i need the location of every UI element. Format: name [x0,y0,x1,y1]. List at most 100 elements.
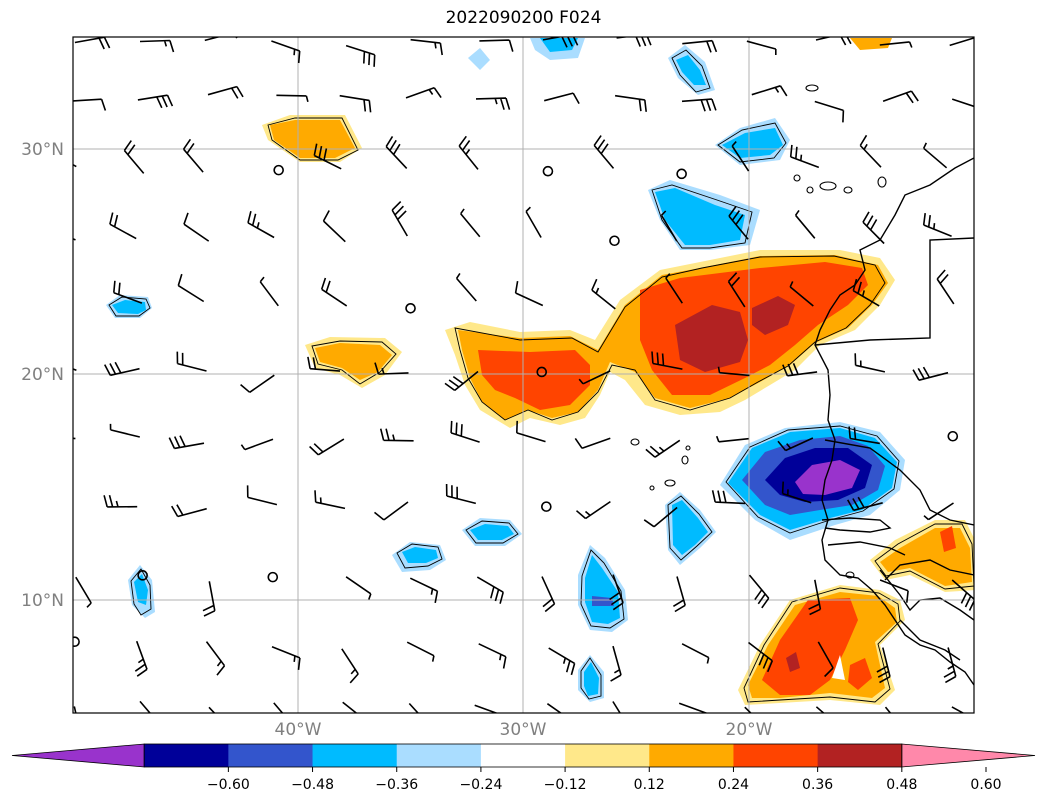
lon-label-20w: 20°W [726,720,773,740]
wind-barb [514,280,544,307]
lat-labels: 30°N 20°N 10°N [21,140,64,611]
wind-barb [103,361,140,377]
calm-circle [536,366,548,378]
wind-barb [171,504,207,518]
wind-barb [445,483,476,505]
wind-barb [951,579,974,611]
wind-barb [271,40,301,64]
lat-label-20n: 20°N [21,365,64,385]
wind-barb [408,702,420,713]
wind-barb [75,576,92,608]
wind-barb [879,41,913,48]
wind-barb [208,706,216,713]
wind-barb [176,351,207,372]
anomaly-w-negative-2-core [134,574,148,605]
wind-barb [682,39,718,53]
wind-barb [859,134,882,168]
wind-barb [246,485,278,506]
map-fields [73,37,974,713]
wind-barb [374,362,409,375]
calm-circle [676,168,687,180]
lon-label-30w: 30°W [500,720,547,740]
wind-barb [342,701,358,713]
wind-barb [777,437,814,452]
calm-circle [541,501,552,512]
colorbar-segment [144,744,229,767]
wind-barb [450,420,480,443]
wind-barb [207,85,244,99]
colorbar-segment [565,744,650,767]
wind-barb [715,435,749,443]
wind-barb [205,641,226,676]
wind-barb [406,641,435,662]
wind-barb [660,210,678,242]
wind-barb [781,481,812,504]
colorbar-segment [228,744,314,767]
wind-barb [936,269,955,305]
colorbar-segment [312,744,398,767]
wind-barb [678,702,708,713]
islands [630,84,887,579]
map-title: 2022090200 F024 [445,8,602,28]
colorbar: −0.60 −0.48 −0.36 −0.24 −0.12 0.12 0.24 0.36 0.4… [11,743,1036,793]
anomaly-band-positive-max [675,305,748,372]
wind-barb [183,212,210,242]
anomaly-m-negative-1-core [470,524,514,540]
wind-barb [409,577,439,604]
anomaly-se-positive-high [762,598,858,695]
wind-barb [543,92,580,104]
colorbar-tick-label: 0.24 [718,777,749,793]
wind-barb [202,581,216,617]
wind-barb [643,506,678,528]
wind-barb [405,86,442,99]
colorbar-tick-label: −0.60 [207,777,250,793]
wind-barb [923,502,954,521]
anomaly-n-negative-4-core [540,38,578,52]
wind-barb [711,490,746,505]
wind-barb [391,201,408,237]
wind-barb [943,647,957,684]
wind-barb [73,706,77,713]
colorbar-segment [649,744,734,767]
colorbar-tick-label: 0.60 [970,777,1001,793]
wind-barb [476,576,504,604]
wind-barb [922,142,948,169]
wind-barb [882,90,919,104]
wind-barb [182,138,204,173]
wind-barb [103,494,138,508]
wind-barb [645,439,681,458]
colorbar-extend-high [901,743,1036,768]
wind-barb [455,272,477,302]
wind-barb [614,94,647,112]
anomaly-se-positive-high-2 [848,658,872,690]
wind-barb [612,701,621,713]
wind-barb [109,423,140,438]
wind-barb [385,135,408,169]
wind-barb [665,273,683,304]
wind-barb [681,98,717,112]
wind-barb [847,496,883,512]
wind-barb [731,141,750,172]
wind-barb [309,438,345,456]
colorbar-tick-label: 0.12 [634,777,665,793]
wind-barb [339,94,372,113]
wind-barb [751,85,788,97]
anomaly-m-negative-2-core [402,547,438,563]
anomaly-band-positive-high [478,350,590,410]
wind-barb [113,280,143,304]
wind-barb [912,366,949,381]
colorbar-segment [733,744,819,767]
wind-barb [322,210,346,243]
wind-barb [548,647,576,676]
wind-barb [168,435,205,450]
wind-barb [139,39,175,53]
wind-barb [862,211,885,245]
wind-barb [273,702,284,713]
wind-barb [139,700,151,713]
calm-circle [267,571,279,583]
wind-barb [541,576,556,613]
calm-circle [405,303,416,314]
wind-barb [876,647,891,684]
anomaly-n-negative-5 [468,48,490,70]
wind-barb [276,94,309,102]
